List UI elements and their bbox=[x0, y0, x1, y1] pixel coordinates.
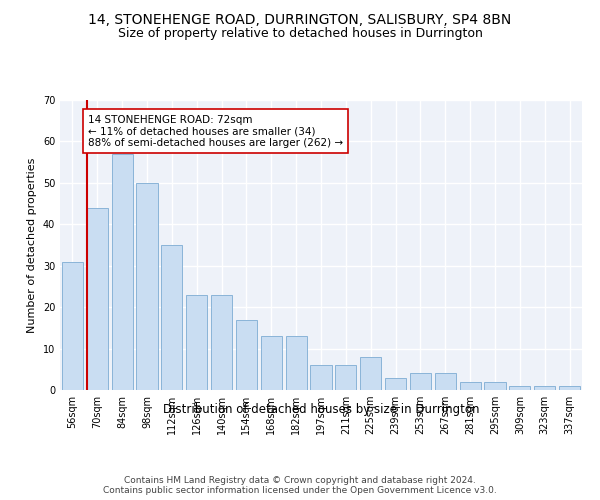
Bar bbox=[161, 245, 182, 390]
Bar bbox=[186, 294, 207, 390]
Bar bbox=[236, 320, 257, 390]
Bar bbox=[460, 382, 481, 390]
Bar bbox=[310, 365, 332, 390]
Bar bbox=[509, 386, 530, 390]
Bar bbox=[360, 357, 381, 390]
Bar bbox=[410, 374, 431, 390]
Text: Size of property relative to detached houses in Durrington: Size of property relative to detached ho… bbox=[118, 28, 482, 40]
Bar bbox=[112, 154, 133, 390]
Bar bbox=[484, 382, 506, 390]
Y-axis label: Number of detached properties: Number of detached properties bbox=[27, 158, 37, 332]
Bar bbox=[62, 262, 83, 390]
Bar bbox=[534, 386, 555, 390]
Text: 14 STONEHENGE ROAD: 72sqm
← 11% of detached houses are smaller (34)
88% of semi-: 14 STONEHENGE ROAD: 72sqm ← 11% of detac… bbox=[88, 114, 343, 148]
Bar bbox=[211, 294, 232, 390]
Bar bbox=[435, 374, 456, 390]
Bar bbox=[136, 183, 158, 390]
Bar bbox=[385, 378, 406, 390]
Bar bbox=[559, 386, 580, 390]
Bar bbox=[335, 365, 356, 390]
Bar bbox=[286, 336, 307, 390]
Bar bbox=[87, 208, 108, 390]
Bar bbox=[261, 336, 282, 390]
Text: 14, STONEHENGE ROAD, DURRINGTON, SALISBURY, SP4 8BN: 14, STONEHENGE ROAD, DURRINGTON, SALISBU… bbox=[88, 12, 512, 26]
Text: Distribution of detached houses by size in Durrington: Distribution of detached houses by size … bbox=[163, 402, 479, 415]
Text: Contains HM Land Registry data © Crown copyright and database right 2024.
Contai: Contains HM Land Registry data © Crown c… bbox=[103, 476, 497, 495]
